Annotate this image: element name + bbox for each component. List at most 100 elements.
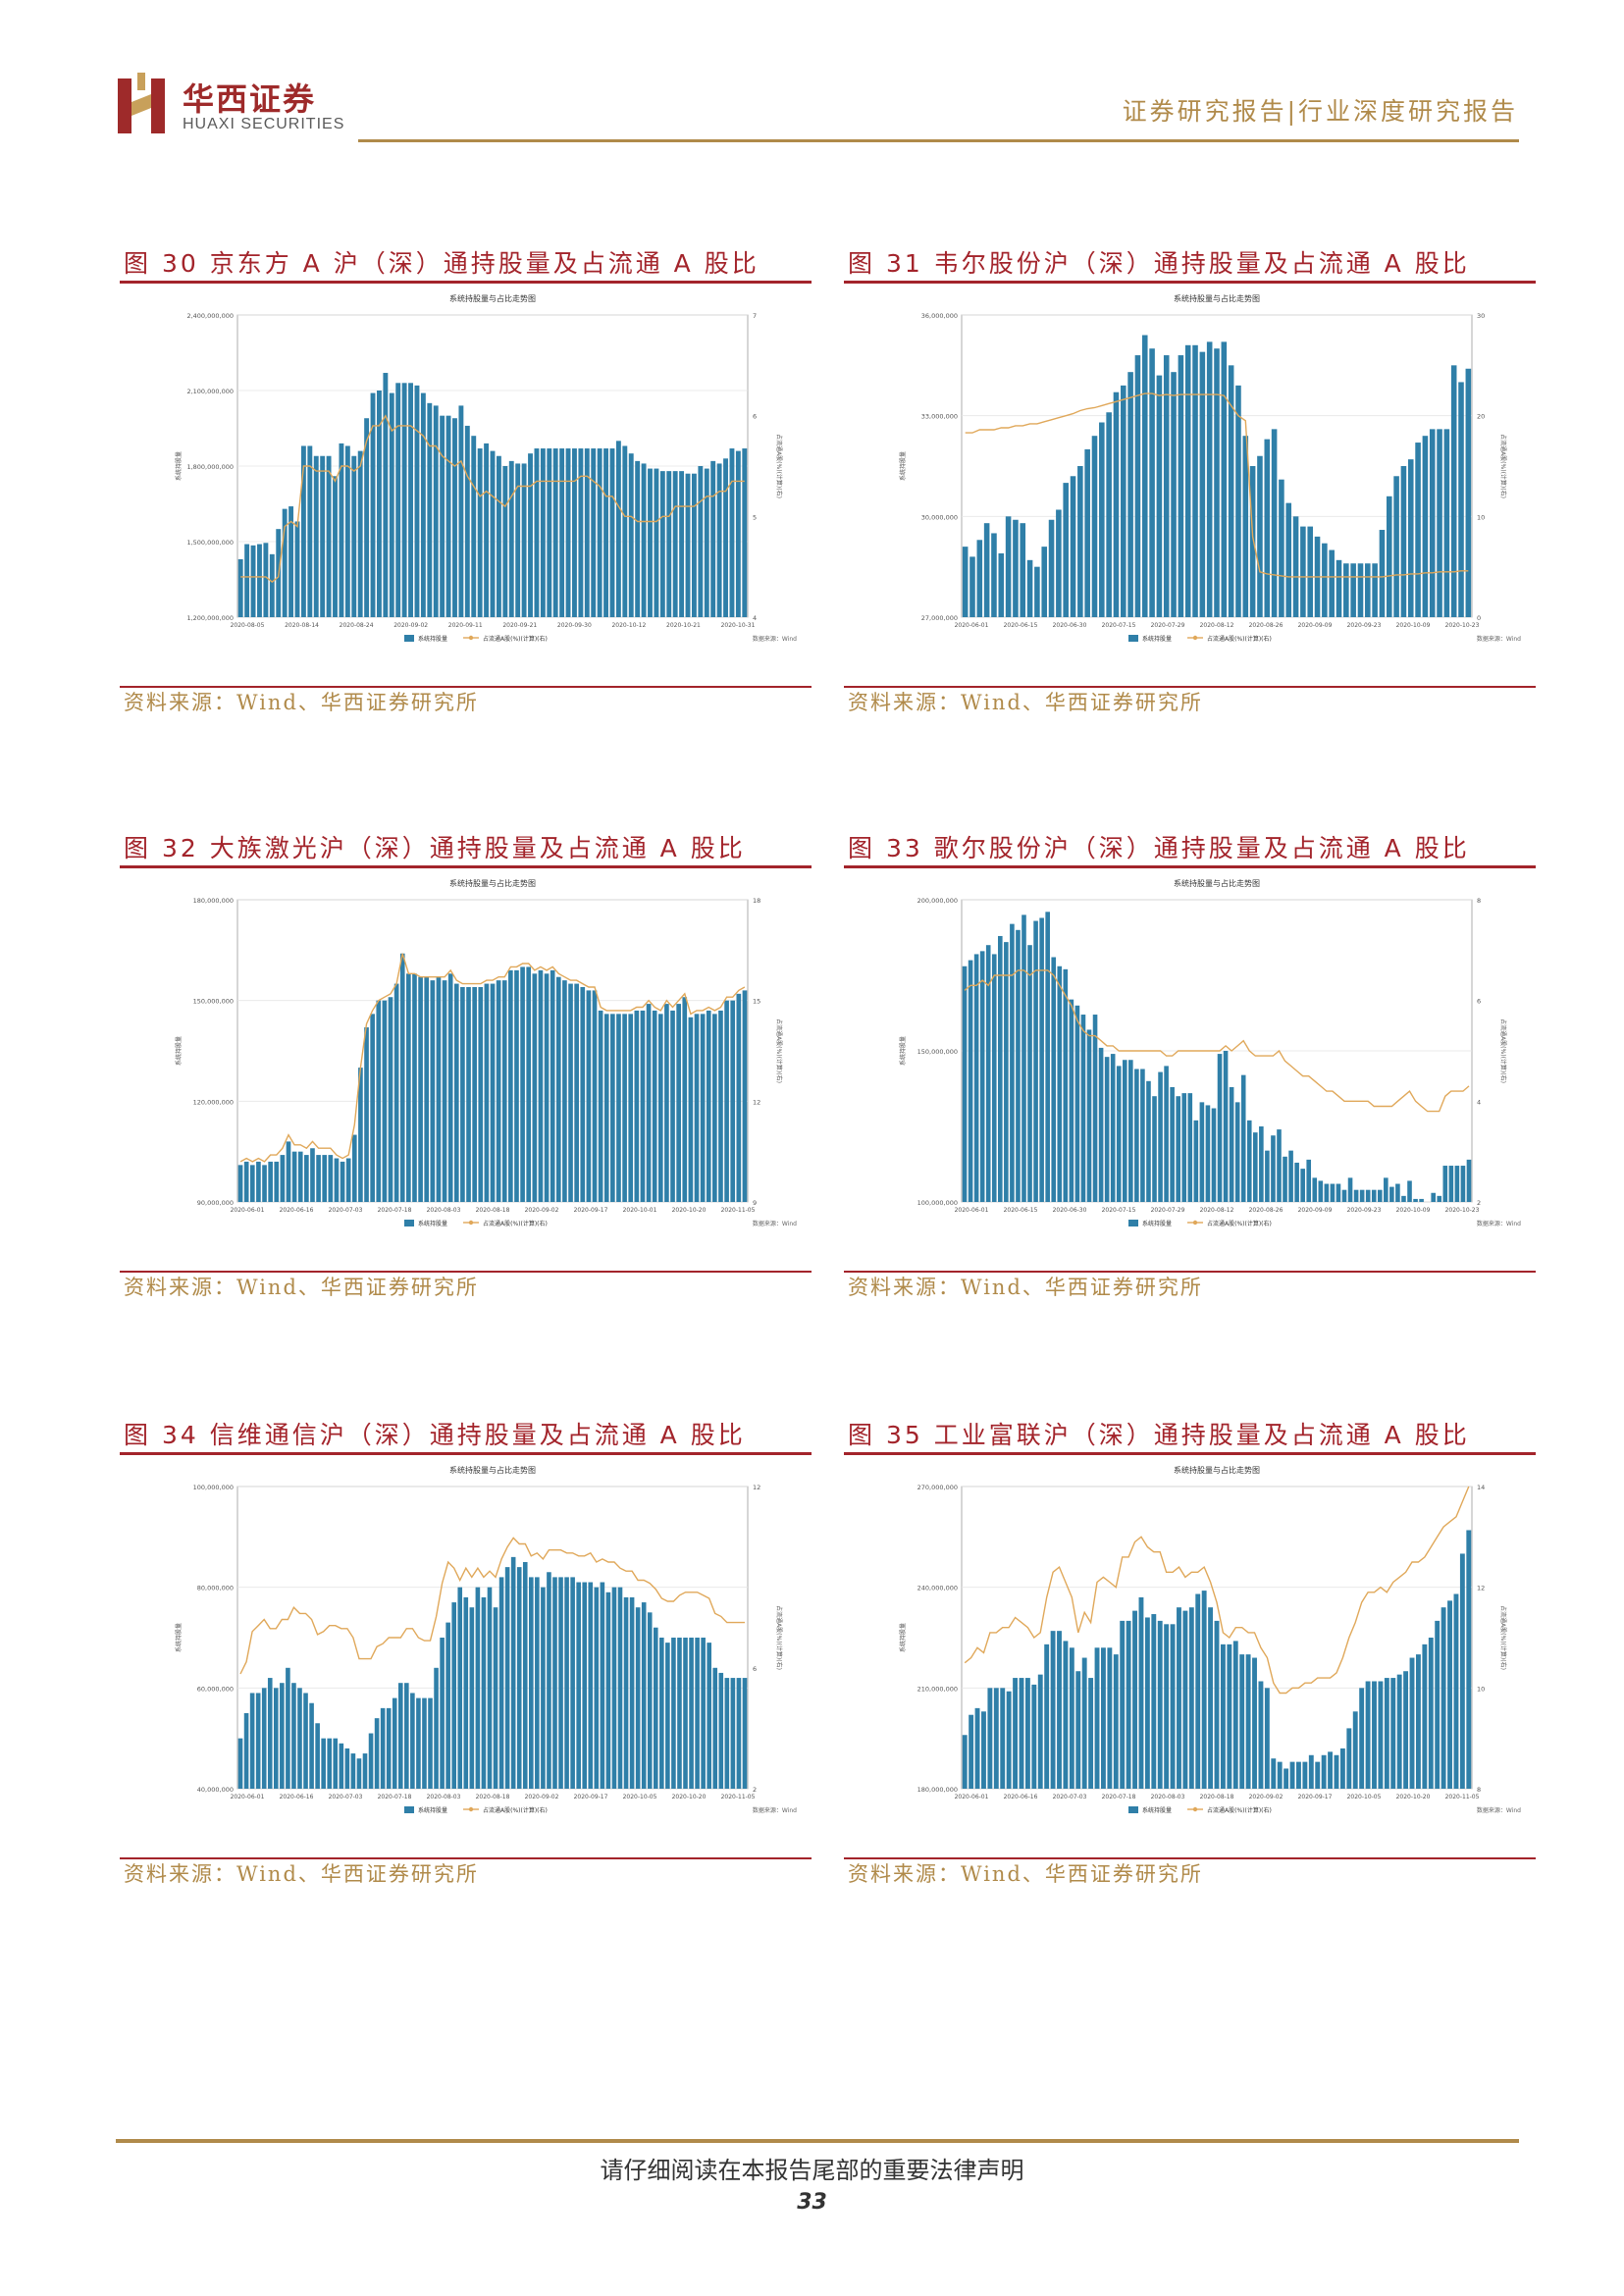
holding-bar	[1341, 1189, 1347, 1202]
holding-bar	[434, 1667, 439, 1789]
holding-bar	[310, 1148, 315, 1202]
x-tick-label: 2020-07-03	[329, 1207, 363, 1214]
holding-bar	[1041, 547, 1048, 617]
y-right-tick-label: 9	[753, 1199, 757, 1207]
holding-bar	[1339, 1748, 1345, 1789]
holding-bar	[685, 473, 691, 617]
y-left-axis-label: 系统持股量	[899, 1623, 907, 1652]
holding-bar	[1188, 1607, 1194, 1789]
holding-bar	[1240, 1074, 1246, 1202]
holding-bar	[1277, 1761, 1283, 1789]
holding-bar	[1199, 1102, 1205, 1202]
holding-bar	[1063, 968, 1069, 1202]
holding-bar	[1113, 1654, 1119, 1789]
holding-bar	[534, 448, 540, 617]
holding-bar	[572, 448, 577, 617]
y-left-tick-label: 36,000,000	[921, 312, 958, 320]
holding-bar	[1088, 1678, 1094, 1789]
holding-bar	[382, 1000, 388, 1202]
holding-bar	[389, 392, 394, 617]
holding-bar	[1252, 1657, 1257, 1789]
figure-30: 图 30 京东方 A 沪（深）通持股量及占流通 A 股比 系统持股量与占比走势图…	[120, 247, 812, 717]
holding-bar	[652, 1010, 657, 1202]
holding-bar	[322, 1155, 328, 1202]
holding-bar	[550, 969, 555, 1202]
holding-bar	[1164, 1066, 1169, 1202]
holding-bar	[609, 448, 615, 617]
holding-bar	[1458, 382, 1464, 617]
holding-bar	[399, 953, 405, 1202]
x-tick-label: 2020-09-11	[448, 622, 483, 629]
y-right-tick-label: 2	[753, 1786, 757, 1794]
holding-bar	[1460, 1166, 1466, 1202]
legend-label-line: 占流通A股(%)(计算)(右)	[1207, 635, 1272, 643]
holding-bar	[1328, 1751, 1333, 1789]
x-tick-label: 2020-11-05	[721, 1794, 756, 1800]
y-right-axis-label: 占流通A股(%)(计算)(右)	[775, 1018, 783, 1083]
holding-bar	[962, 1735, 968, 1789]
holding-bar	[676, 1004, 681, 1202]
holding-bar	[1235, 385, 1241, 617]
figure-source: 资料来源：Wind、华西证券研究所	[848, 1862, 1203, 1886]
holding-bar	[453, 983, 459, 1202]
figure-31: 图 31 韦尔股份沪（深）通持股量及占流通 A 股比 系统持股量与占比走势图 27…	[844, 247, 1536, 717]
holding-bar	[586, 990, 592, 1202]
holding-bar	[351, 1134, 357, 1202]
y-left-tick-label: 80,000,000	[197, 1585, 234, 1592]
holding-bar	[654, 468, 659, 617]
holding-bar	[1184, 344, 1191, 617]
holding-bar	[493, 1607, 498, 1789]
holding-bar	[261, 1688, 267, 1789]
holding-bar	[1195, 1593, 1201, 1789]
chart-area: 系统持股量与占比走势图 100,000,000 150,000,000 200,000…	[844, 868, 1536, 1271]
y-left-tick-label: 180,000,000	[193, 897, 234, 905]
holding-bar	[628, 453, 634, 617]
holding-bar	[526, 966, 532, 1202]
holding-bar	[1419, 1198, 1424, 1202]
holding-bar	[1211, 1108, 1217, 1202]
holding-bar	[1422, 1644, 1428, 1789]
holding-bar	[704, 468, 709, 617]
legend-marker	[1192, 1220, 1198, 1226]
holding-bar	[1193, 1120, 1199, 1202]
holding-bar	[412, 973, 417, 1202]
x-tick-label: 2020-08-12	[1200, 622, 1234, 629]
holding-bar	[404, 1683, 409, 1789]
x-tick-label: 2020-10-23	[1445, 1207, 1480, 1214]
y-right-tick-label: 12	[1477, 1585, 1485, 1592]
holding-bar	[1277, 1129, 1282, 1202]
holding-bar	[1271, 429, 1278, 617]
holding-bar	[1116, 1066, 1122, 1202]
x-tick-label: 2020-06-01	[955, 1794, 989, 1800]
holding-bar	[1249, 466, 1256, 617]
report-type: 证券研究报告|行业深度研究报告	[1122, 97, 1518, 126]
holding-bar	[262, 1165, 267, 1202]
holding-bar	[584, 448, 590, 617]
holding-bar	[535, 1577, 540, 1789]
holding-bar	[1437, 429, 1442, 617]
holding-bar	[334, 1158, 340, 1202]
holding-bar	[1020, 523, 1026, 617]
figure-35: 图 35 工业富联沪（深）通持股量及占流通 A 股比 系统持股量与占比走势图 18…	[844, 1419, 1536, 1889]
holding-bar	[392, 1697, 397, 1789]
holding-bar	[1372, 1681, 1377, 1789]
holding-bar	[457, 1587, 463, 1789]
holding-bar	[665, 1643, 670, 1789]
holding-bar	[1409, 1657, 1415, 1789]
holding-bar	[1045, 912, 1050, 1202]
holding-bar	[1057, 965, 1063, 1202]
holding-bar	[1365, 1681, 1371, 1789]
holding-bar	[362, 1753, 368, 1789]
holding-bar	[552, 448, 558, 617]
holding-bar	[603, 448, 608, 617]
holding-bar	[1334, 1754, 1339, 1789]
holding-bar	[1321, 1754, 1327, 1789]
holding-bar	[1128, 1060, 1133, 1202]
y-right-tick-label: 4	[1477, 1098, 1481, 1106]
holding-bar	[1343, 563, 1349, 617]
holding-bar	[368, 1733, 374, 1789]
figure-source: 资料来源：Wind、华西证券研究所	[848, 691, 1203, 714]
holding-bar	[570, 1577, 575, 1789]
y-left-tick-label: 150,000,000	[193, 998, 234, 1006]
holding-bar	[544, 973, 550, 1202]
